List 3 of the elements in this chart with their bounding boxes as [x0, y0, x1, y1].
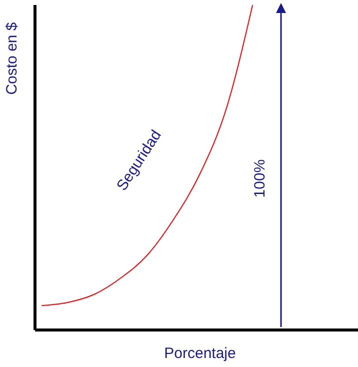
annotation: 100%: [252, 158, 268, 198]
y-axis-title: Costo en $: [4, 21, 20, 97]
x-axis-title: Porcentaje: [163, 345, 237, 362]
